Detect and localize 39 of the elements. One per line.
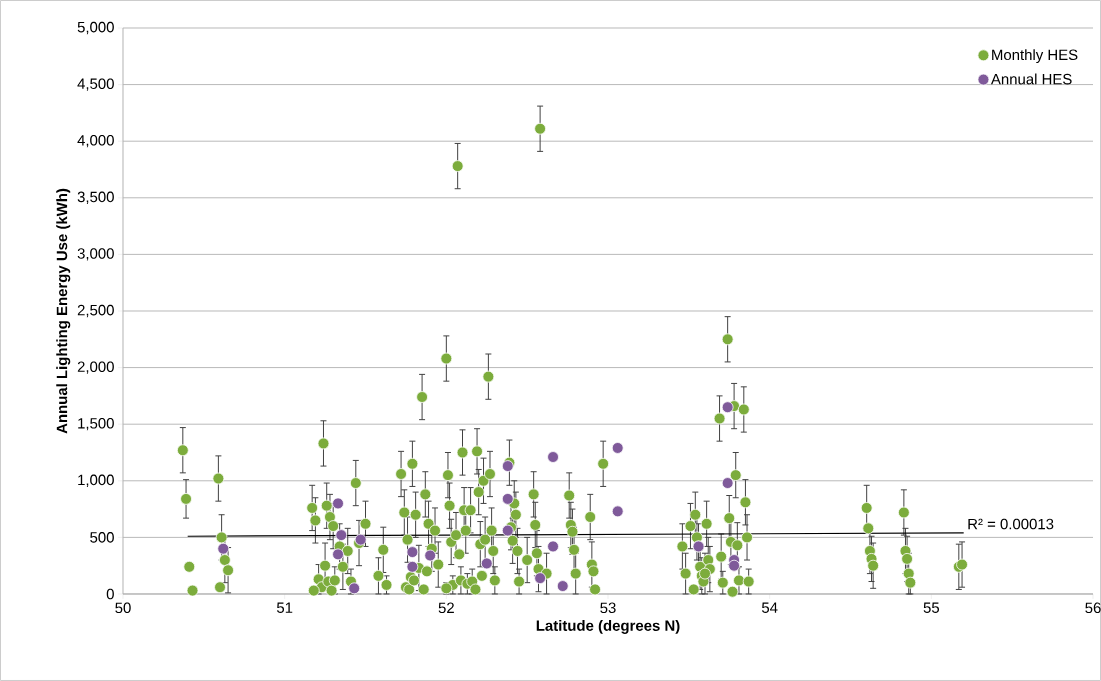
point: [335, 529, 348, 542]
point: [728, 559, 741, 572]
x-axis-title: Latitude (degrees N): [536, 619, 680, 634]
point: [611, 442, 624, 454]
y-tick-label: 1,500: [78, 418, 114, 431]
y-tick-label: 4,000: [77, 135, 114, 148]
x-tick-label: 53: [600, 602, 616, 614]
x-tick-label: 50: [115, 602, 131, 614]
point: [721, 401, 734, 414]
y-tick-label: 2,000: [77, 361, 114, 374]
y-tick-label: 500: [90, 532, 114, 543]
x-tick-label: 56: [1085, 602, 1101, 614]
y-axis-title: Annual Lighting Energy Use (kWh): [56, 188, 71, 434]
y-tick-label: 0: [106, 588, 114, 600]
legend-label: Monthly HES: [992, 49, 1078, 64]
point: [354, 533, 367, 546]
point: [547, 540, 559, 553]
y-tick-label: 1,000: [78, 474, 114, 487]
point: [332, 497, 344, 510]
point: [501, 460, 514, 472]
point: [547, 451, 559, 463]
x-tick-label: 51: [276, 602, 293, 613]
y-tick-label: 3,000: [77, 248, 114, 261]
point: [611, 505, 624, 518]
y-tick-label: 3,500: [77, 191, 114, 204]
point: [721, 477, 734, 489]
point: [556, 580, 569, 592]
annotation: R² = 0.00013: [968, 518, 1054, 530]
y-tick-label: 5,000: [77, 21, 114, 35]
y-tick-label: 4,500: [77, 78, 114, 91]
x-tick-label: 54: [761, 602, 778, 613]
point: [406, 546, 419, 558]
point: [480, 557, 493, 570]
y-tick-label: 2,500: [77, 304, 114, 318]
x-tick-label: 55: [923, 602, 940, 613]
legend-label: Annual HES: [990, 73, 1072, 85]
x-tick-label: 52: [438, 602, 454, 614]
point: [501, 524, 514, 537]
point: [217, 542, 230, 555]
